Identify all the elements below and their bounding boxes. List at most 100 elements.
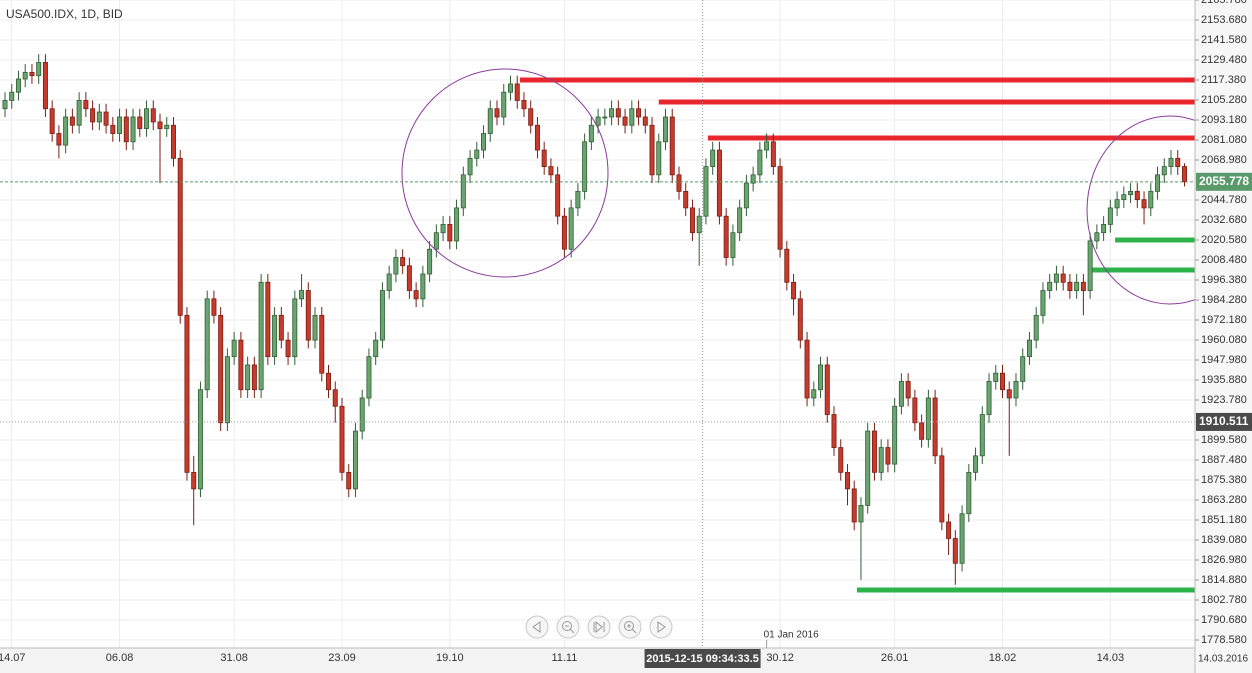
y-tick-label: 1875.380: [1201, 474, 1247, 486]
candle-body: [649, 124, 655, 176]
crosshair-time-badge: [644, 649, 761, 668]
candle-body: [1067, 281, 1073, 291]
candle-body: [69, 116, 75, 126]
candle-body: [359, 397, 365, 432]
candle-body: [609, 108, 615, 118]
candle-body: [332, 389, 338, 407]
candle-body: [939, 455, 945, 523]
x-tick-label: 19.10: [436, 652, 464, 664]
candle-body: [218, 314, 224, 424]
candle-body: [299, 290, 305, 300]
candle-body: [642, 116, 648, 126]
candle-body: [636, 108, 642, 118]
y-tick-label: 2153.680: [1201, 14, 1247, 26]
nav-zoom-out[interactable]: [556, 615, 580, 639]
candle-body: [90, 108, 96, 123]
candle-body: [15, 78, 21, 93]
y-tick-label: 2129.480: [1201, 54, 1247, 66]
candle-body: [501, 91, 507, 118]
candle-body: [676, 174, 682, 192]
candle-body: [737, 207, 743, 234]
price-badge: [1196, 172, 1252, 191]
candle-body: [851, 488, 857, 523]
candle-body: [622, 116, 628, 126]
candle-body: [993, 372, 999, 382]
y-tick-label: 1996.380: [1201, 274, 1247, 286]
candle-body: [83, 100, 89, 110]
candle-body: [137, 116, 143, 129]
chart-title: USA500.IDX, 1D, BID: [6, 7, 123, 21]
candle-body: [427, 248, 433, 275]
candle-body: [326, 372, 331, 391]
candle-body: [130, 116, 136, 143]
x-axis-band: [0, 648, 1195, 673]
y-tick-label: 1778.580: [1201, 634, 1247, 646]
candle-body: [481, 133, 487, 151]
candle-body: [117, 116, 123, 134]
y-tick-label: 1984.280: [1201, 294, 1247, 306]
candle-body: [1168, 157, 1174, 167]
y-tick-label: 1826.980: [1201, 554, 1247, 566]
candle-body: [966, 471, 972, 515]
x-tick-label: 14.03: [1097, 652, 1125, 664]
candle-body: [2, 100, 8, 110]
candle-body: [204, 298, 210, 391]
candle-body: [521, 100, 527, 110]
candle-body: [373, 339, 379, 358]
candle-body: [750, 174, 756, 184]
levels: [519, 77, 1197, 593]
circle-annotation: [1086, 115, 1252, 305]
candle-body: [447, 224, 453, 242]
candle-body: [305, 290, 311, 341]
candle-body: [797, 298, 803, 341]
y-tick-label: 1960.080: [1201, 334, 1247, 346]
candle-body: [784, 248, 790, 283]
candle-body: [723, 215, 729, 258]
candle-body: [541, 149, 547, 167]
candle-body: [1175, 157, 1181, 167]
candle-body: [251, 364, 257, 391]
x-tick-label: 14.07: [0, 652, 25, 664]
nav-zoom-in[interactable]: [618, 615, 642, 639]
candle-body: [1020, 356, 1026, 382]
candle-body: [1161, 166, 1167, 176]
candle-body: [838, 447, 844, 473]
candle-body: [986, 381, 992, 415]
nav-back[interactable]: [525, 615, 549, 639]
y-tick-label: 2093.180: [1201, 114, 1247, 126]
candle-body: [1000, 372, 1005, 391]
candle-body: [487, 108, 493, 134]
x-tick-label: 26.01: [881, 652, 909, 664]
candle-body: [1181, 166, 1187, 183]
candle-body: [440, 224, 446, 234]
candle-body: [177, 157, 183, 316]
candle-body: [1121, 194, 1127, 201]
candle-body: [602, 116, 608, 119]
candle-body: [413, 290, 419, 300]
candle-body: [231, 339, 237, 358]
candle-body: [238, 339, 244, 391]
candle-body: [865, 430, 871, 506]
candle-body: [211, 298, 217, 316]
candle-body: [29, 71, 35, 77]
candle-body: [669, 116, 675, 176]
candle-body: [831, 414, 837, 448]
candle-body: [568, 207, 574, 250]
candle-body: [467, 157, 473, 176]
candle-body: [494, 108, 500, 118]
candle-body: [710, 149, 716, 167]
y-tick-label: 1899.580: [1201, 434, 1247, 446]
nav-forward[interactable]: [649, 615, 673, 639]
candle-body: [1047, 281, 1053, 291]
y-tick-label: 2008.480: [1201, 254, 1247, 266]
candle-body: [1040, 290, 1046, 316]
candle-body: [1053, 273, 1059, 283]
y-tick-label: 2165.780: [1201, 0, 1247, 6]
candle-body: [319, 314, 325, 374]
candle-body: [9, 91, 15, 101]
candle-body: [548, 166, 554, 176]
candle-body: [683, 190, 689, 209]
candle-body: [1006, 389, 1012, 399]
nav-fit[interactable]: [587, 615, 611, 639]
x-tick-label: 31.08: [220, 652, 248, 664]
